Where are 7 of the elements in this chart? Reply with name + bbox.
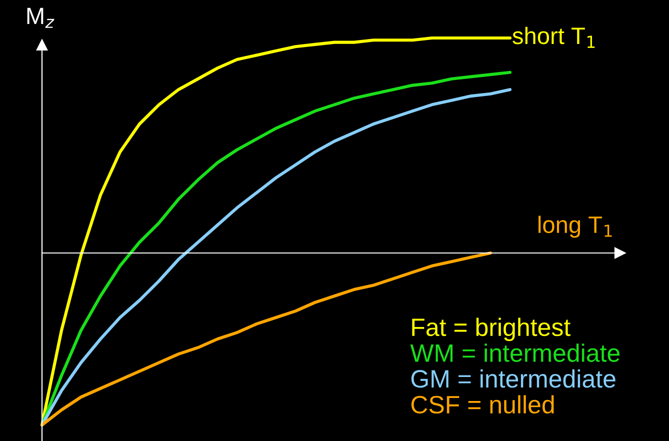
x-axis-title: long T$_{1}$ [538, 216, 612, 238]
annotation: short T$_{1}$ [512, 26, 595, 48]
text: CSF = nulled [411, 395, 554, 414]
y-axis-title: M$_{z}$ [27, 8, 54, 28]
text: GM = intermediate [411, 369, 616, 388]
text: WM = intermediate [410, 344, 620, 362]
text: Fat = brightest [412, 318, 570, 342]
